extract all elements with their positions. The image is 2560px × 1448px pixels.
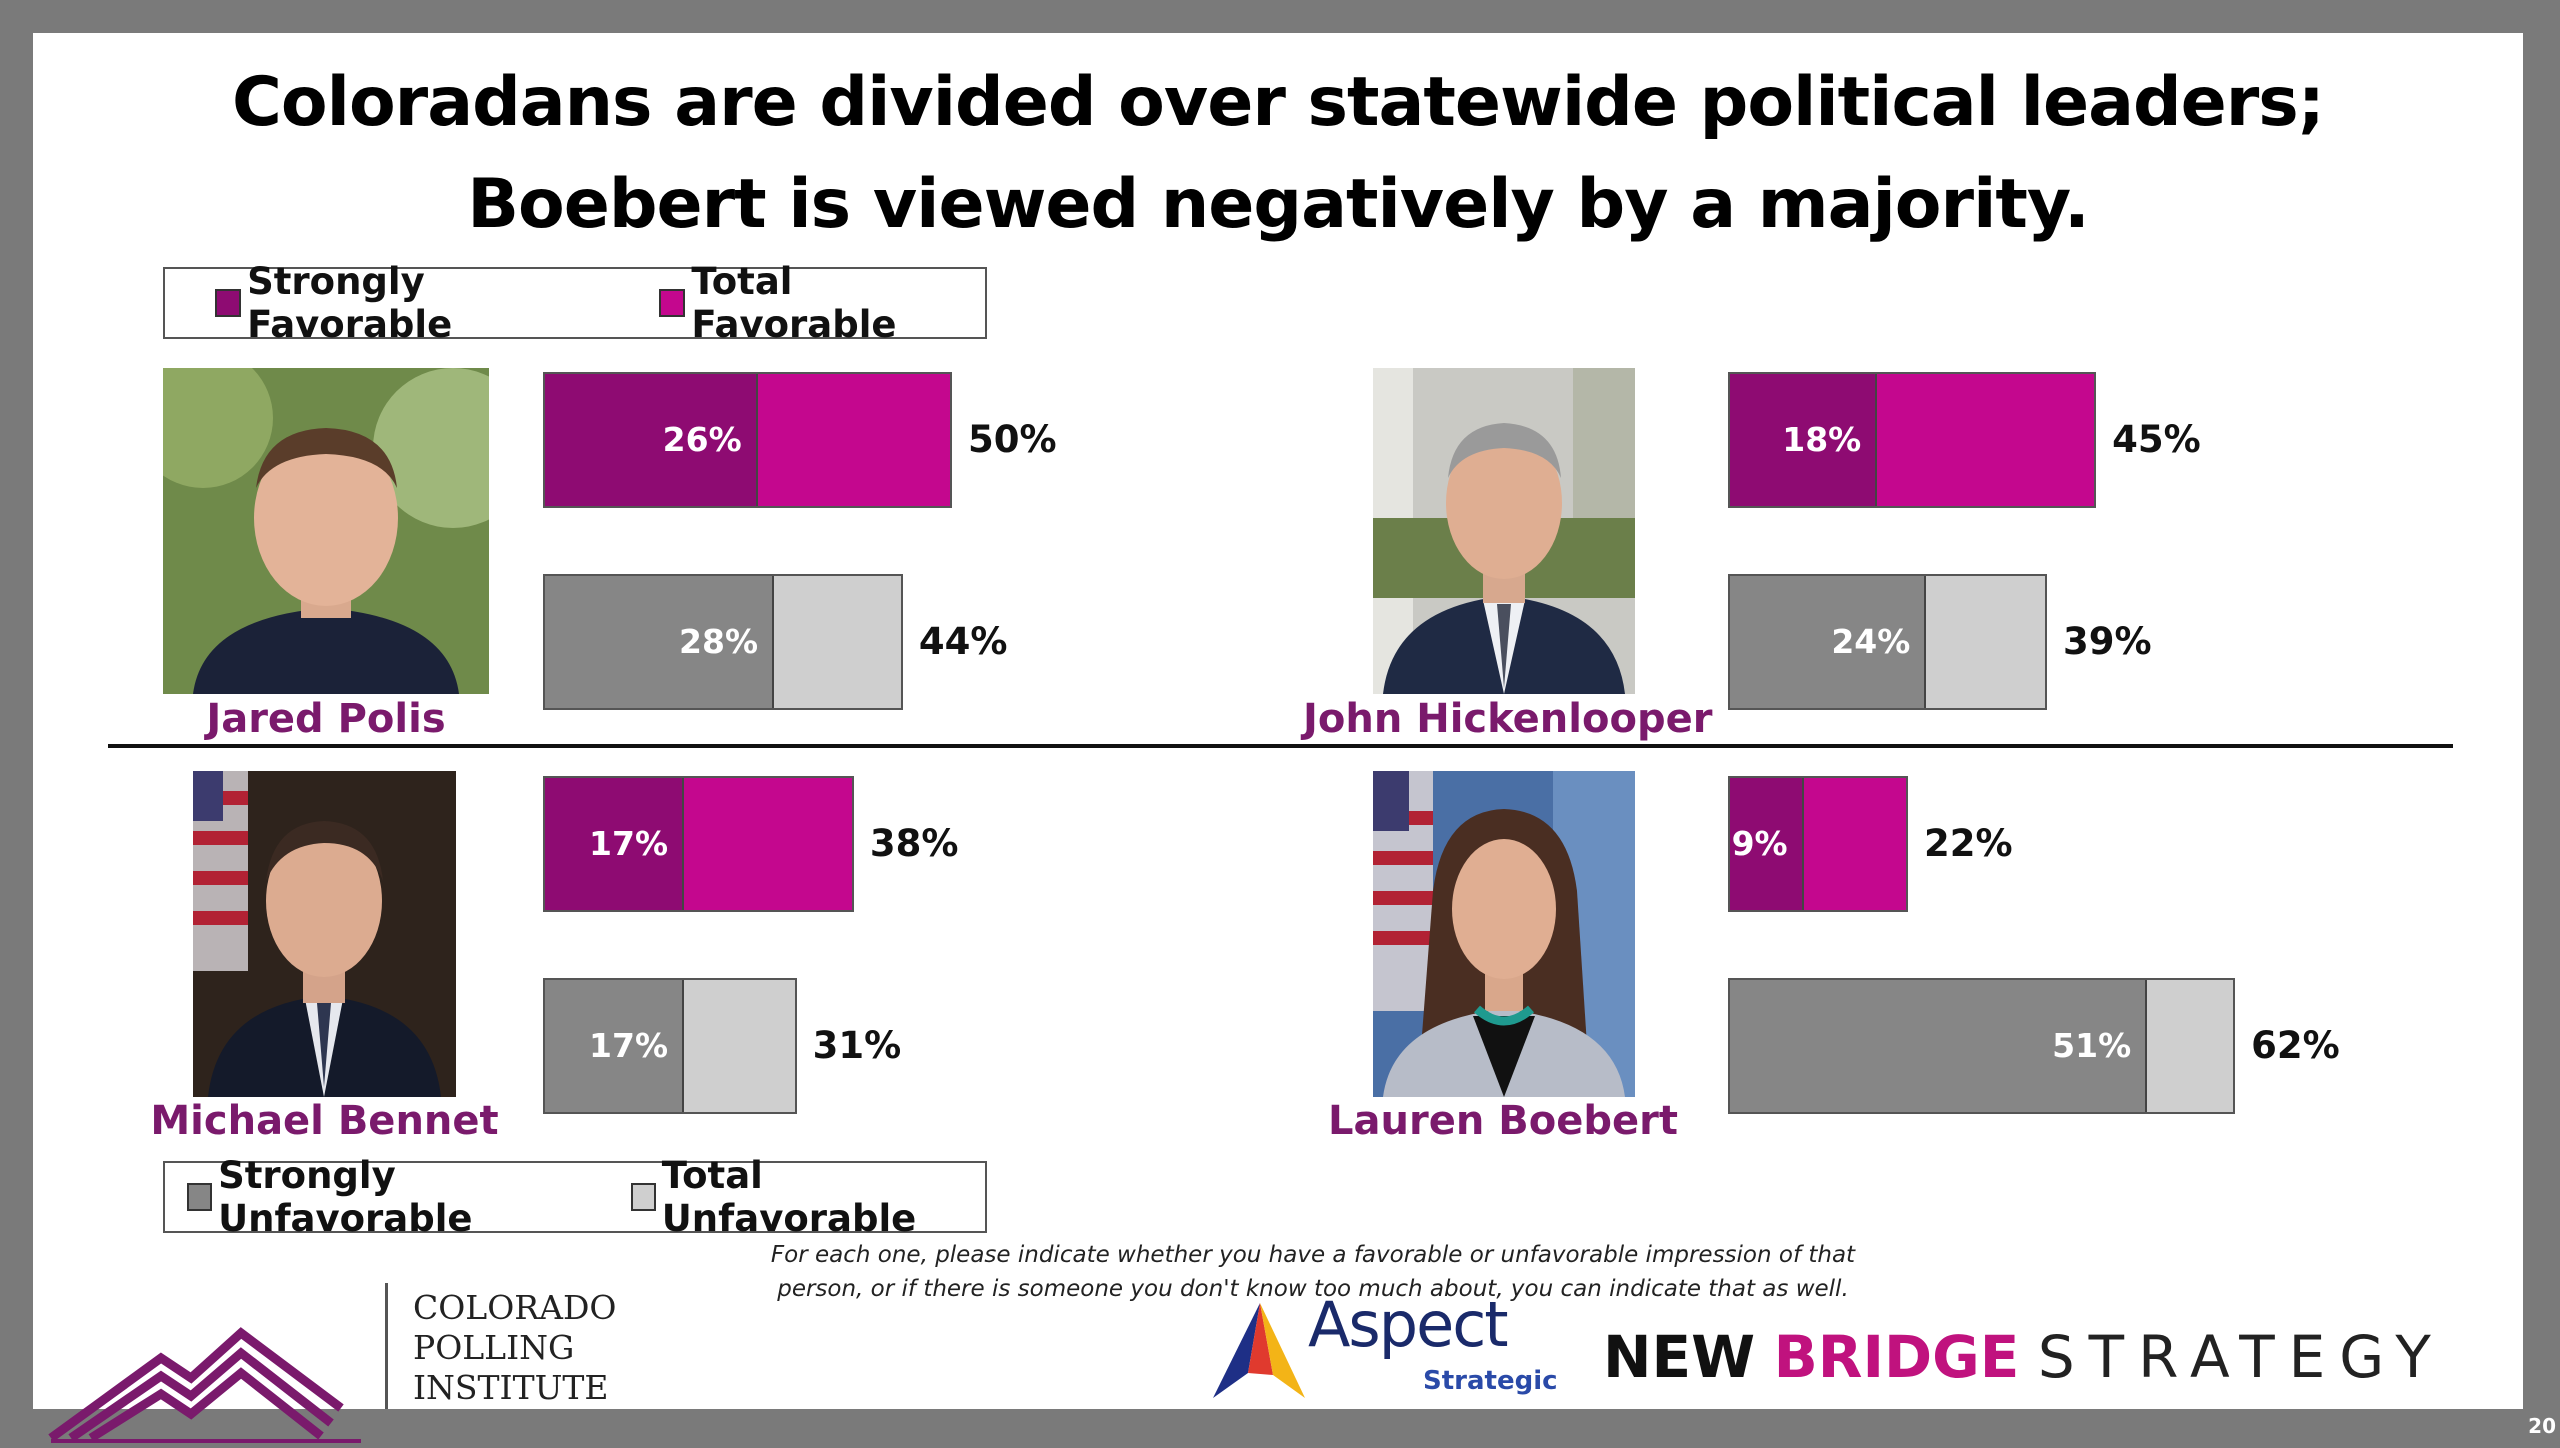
bar-strongly-unfavorable-michael-bennet (545, 980, 685, 1112)
bar-strongly-favorable-jared-polis (545, 374, 758, 506)
bar-total-favorable-jared-polis (543, 372, 952, 508)
label-strongly-unfavorable-john-hickenlooper: 24% (1831, 622, 1911, 661)
title-line-2: Boebert is viewed negatively by a majori… (467, 165, 2090, 244)
logo-separator (385, 1283, 388, 1409)
label-strongly-favorable-michael-bennet: 17% (589, 824, 669, 863)
label-total-unfavorable-michael-bennet: 31% (812, 1024, 902, 1067)
name-lauren-boebert: Lauren Boebert (1328, 1098, 1678, 1144)
bar-strongly-unfavorable-lauren-boebert (1730, 980, 2148, 1112)
aspect-strategic-subtitle: Strategic (1423, 1366, 1558, 1396)
page-number: 20 (2528, 1414, 2556, 1438)
portrait-john-hickenlooper-image (1373, 368, 1635, 694)
name-jared-polis: Jared Polis (206, 696, 446, 742)
portrait-michael-bennet (193, 771, 456, 1097)
slide: Coloradans are divided over statewide po… (33, 33, 2523, 1443)
legend-item-total-favorable: Total Favorable (659, 260, 985, 346)
footnote-line-2: person, or if there is someone you don't… (777, 1276, 1849, 1302)
portrait-michael-bennet-image (193, 771, 456, 1097)
aspect-wordmark: Aspect (1308, 1288, 1509, 1361)
colorado-polling-institute-mountain-logo (48, 1327, 361, 1443)
legend-swatch-strongly-favorable (215, 289, 242, 317)
new-bridge-strategy-logo: NEW BRIDGE STRATEGY (1603, 1323, 2445, 1391)
portrait-lauren-boebert-image (1373, 771, 1635, 1097)
label-strongly-unfavorable-lauren-boebert: 51% (2052, 1026, 2132, 1065)
label-strongly-favorable-lauren-boebert: 9% (1731, 824, 1788, 863)
label-strongly-unfavorable-michael-bennet: 17% (589, 1026, 669, 1065)
label-total-favorable-john-hickenlooper: 45% (2112, 418, 2201, 461)
legend-swatch-total-unfavorable (630, 1183, 656, 1211)
legend-item-strongly-unfavorable: Strongly Unfavorable (187, 1154, 609, 1240)
label-total-favorable-michael-bennet: 38% (869, 822, 959, 865)
portrait-jared-polis-image (163, 368, 489, 694)
nbs-word-bridge: BRIDGE (1773, 1323, 2020, 1391)
bar-total-favorable-john-hickenlooper (1728, 372, 2097, 508)
legend-item-total-unfavorable: Total Unfavorable (630, 1154, 985, 1240)
label-total-unfavorable-lauren-boebert: 62% (2251, 1024, 2340, 1067)
label-total-unfavorable-jared-polis: 44% (918, 620, 1008, 663)
nbs-word-new: NEW (1603, 1323, 1756, 1391)
portrait-john-hickenlooper (1373, 368, 1635, 694)
nbs-word-strategy: STRATEGY (2037, 1323, 2445, 1391)
bar-total-unfavorable-michael-bennet (543, 978, 797, 1114)
aspect-strategic-logo-mark (1213, 1303, 1305, 1398)
survey-question-footnote: For each one, please indicate whether yo… (693, 1238, 1933, 1306)
legend-swatch-total-favorable (659, 289, 686, 317)
bar-total-unfavorable-jared-polis (543, 574, 903, 710)
legend-swatch-strongly-unfavorable (187, 1183, 213, 1211)
panel-divider (108, 744, 2453, 748)
name-michael-bennet: Michael Bennet (150, 1098, 499, 1144)
bar-total-favorable-lauren-boebert (1728, 776, 1908, 912)
label-strongly-favorable-jared-polis: 26% (662, 420, 742, 459)
portrait-jared-polis (163, 368, 489, 694)
legend-label-total-unfavorable: Total Unfavorable (661, 1154, 917, 1240)
portrait-lauren-boebert (1373, 771, 1635, 1097)
bar-total-unfavorable-john-hickenlooper (1728, 574, 2048, 710)
label-total-favorable-lauren-boebert: 22% (1923, 822, 2013, 865)
legend-label-strongly-favorable: Strongly Favorable (247, 260, 453, 346)
name-john-hickenlooper: John Hickenlooper (1303, 696, 1713, 742)
bar-total-unfavorable-lauren-boebert (1728, 978, 2236, 1114)
legend-unfavorable: Strongly Unfavorable Total Unfavorable (163, 1154, 987, 1240)
legend-favorable: Strongly Favorable Total Favorable (163, 260, 987, 346)
legend-label-total-favorable: Total Favorable (691, 260, 897, 346)
bar-strongly-favorable-john-hickenlooper (1730, 374, 1878, 506)
title-line-1: Coloradans are divided over statewide po… (232, 63, 2325, 142)
cpi-line-2: POLLING (413, 1328, 575, 1367)
legend-label-strongly-unfavorable: Strongly Unfavorable (218, 1154, 473, 1240)
bar-strongly-favorable-michael-bennet (545, 778, 685, 910)
bar-strongly-unfavorable-jared-polis (545, 576, 775, 708)
cpi-line-1: COLORADO (413, 1288, 617, 1327)
bar-strongly-favorable-lauren-boebert (1730, 778, 1804, 910)
label-total-favorable-jared-polis: 50% (968, 418, 1057, 461)
bar-strongly-unfavorable-john-hickenlooper (1730, 576, 1927, 708)
label-total-unfavorable-john-hickenlooper: 39% (2063, 620, 2152, 663)
colorado-polling-institute-wordmark: COLORADO POLLING INSTITUTE (413, 1288, 616, 1408)
legend-item-strongly-favorable: Strongly Favorable (215, 260, 611, 346)
bar-total-favorable-michael-bennet (543, 776, 854, 912)
label-strongly-favorable-john-hickenlooper: 18% (1782, 420, 1862, 459)
footnote-line-1: For each one, please indicate whether yo… (770, 1242, 1856, 1268)
cpi-line-3: INSTITUTE (413, 1368, 609, 1407)
label-strongly-unfavorable-jared-polis: 28% (679, 622, 759, 661)
